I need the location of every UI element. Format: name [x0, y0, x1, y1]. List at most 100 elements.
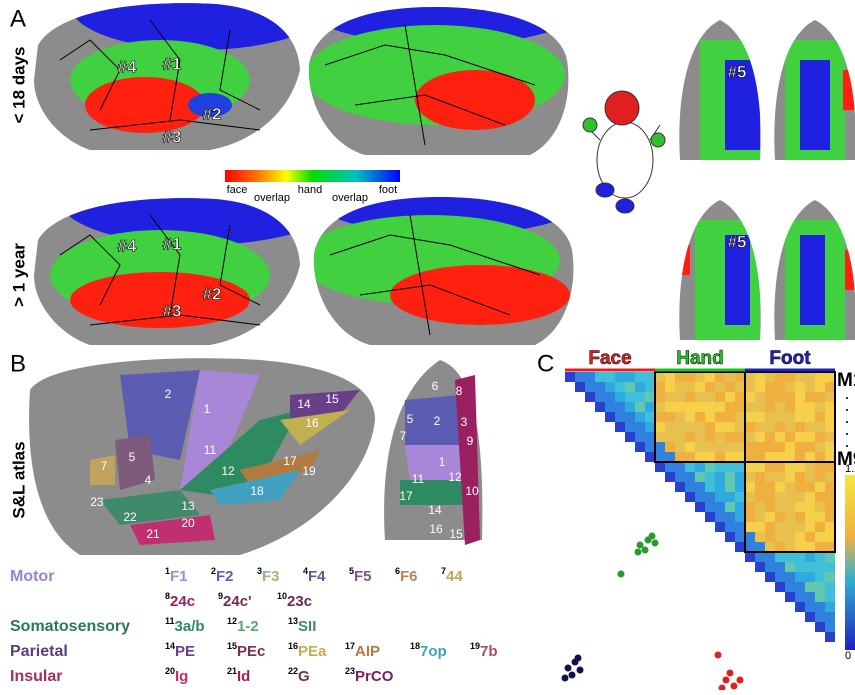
legend-item: 1023c	[277, 591, 312, 610]
panel-label: A	[10, 5, 26, 32]
matrix-cell	[625, 392, 635, 402]
matrix-cell	[705, 382, 715, 392]
colorbar-label: hand	[298, 184, 322, 196]
matrix-cell	[775, 482, 785, 492]
matrix-cell	[705, 482, 715, 492]
matrix-cell	[765, 402, 775, 412]
matrix-cell	[795, 382, 805, 392]
matrix-cell	[665, 462, 675, 472]
item-name: PEa	[298, 643, 327, 660]
matrix-cell	[795, 512, 805, 522]
matrix-cell	[705, 422, 715, 432]
legend-item: 1F1	[165, 566, 188, 585]
matrix-cell	[755, 402, 765, 412]
region-number: 18	[250, 484, 264, 498]
matrix-cell	[615, 412, 625, 422]
matrix-cell	[735, 432, 745, 442]
area-label: #4	[118, 57, 137, 76]
matrix-cell	[645, 392, 655, 402]
item-name: 7b	[480, 643, 498, 660]
item-name: SII	[298, 618, 316, 635]
item-number: 14	[165, 641, 175, 651]
matrix-cell	[605, 382, 615, 392]
matrix-cell	[755, 412, 765, 422]
matrix-cell	[735, 512, 745, 522]
item-number: 1	[165, 566, 170, 576]
matrix-cell	[775, 392, 785, 402]
matrix-cell	[755, 472, 765, 482]
matrix-cell	[625, 422, 635, 432]
matrix-cell	[785, 532, 795, 542]
matrix-cell	[775, 532, 785, 542]
matrix-cell	[805, 592, 815, 602]
item-number: 7	[441, 566, 446, 576]
matrix-cell	[815, 372, 825, 382]
matrix-cell	[765, 572, 775, 582]
colorbar-label: overlap	[332, 192, 368, 204]
matrix-cell	[745, 412, 755, 422]
region-number: 3	[461, 415, 468, 429]
legend-item: 6F6	[395, 566, 418, 585]
matrix-cell	[685, 412, 695, 422]
matrix-cell	[825, 582, 835, 592]
area-label: #1	[163, 234, 182, 253]
matrix-cell	[825, 382, 835, 392]
region-number: 15	[325, 392, 339, 406]
matrix-cell	[815, 422, 825, 432]
legend-item: 197b	[470, 641, 498, 660]
matrix-cell	[735, 502, 745, 512]
item-name: 3a/b	[175, 618, 205, 635]
matrix-cell	[755, 382, 765, 392]
region-number: 7	[101, 459, 108, 473]
matrix-cell	[595, 392, 605, 402]
matrix-cell	[825, 402, 835, 412]
matrix-cell	[735, 412, 745, 422]
matrix-cell	[775, 542, 785, 552]
matrix-cell	[595, 402, 605, 412]
matrix-cell	[635, 412, 645, 422]
matrix-cell	[635, 432, 645, 442]
matrix-cell	[795, 482, 805, 492]
matrix-cell	[795, 412, 805, 422]
matrix-cell	[675, 442, 685, 452]
matrix-cell	[665, 412, 675, 422]
area-label: #2	[203, 104, 222, 123]
row-label: > 1 year	[9, 243, 28, 307]
matrix-cell	[775, 472, 785, 482]
matrix-cell	[765, 532, 775, 542]
matrix-cell	[805, 512, 815, 522]
matrix-cell	[755, 372, 765, 382]
matrix-cell	[675, 402, 685, 412]
atlas-label: S&L atlas	[9, 441, 28, 518]
matrix-cell	[795, 532, 805, 542]
matrix-cell	[755, 562, 765, 572]
matrix-cell	[785, 452, 795, 462]
matrix-cell	[815, 402, 825, 412]
matrix-cell	[695, 412, 705, 422]
matrix-cell	[825, 602, 835, 612]
matrix-cell	[715, 402, 725, 412]
matrix-cell	[785, 512, 795, 522]
matrix-cell	[785, 402, 795, 412]
region-number: 12	[448, 470, 462, 484]
matrix-cell	[715, 462, 725, 472]
matrix-cell	[825, 562, 835, 572]
matrix-cell	[775, 442, 785, 452]
matrix-cell	[585, 392, 595, 402]
region-number: 13	[181, 499, 195, 513]
matrix-cell	[795, 562, 805, 572]
matrix-cell	[815, 622, 825, 632]
matrix-cell	[645, 412, 655, 422]
matrix-cell	[685, 472, 695, 482]
matrix-cell	[785, 442, 795, 452]
matrix-cell	[645, 432, 655, 442]
item-name: 24c	[170, 593, 195, 610]
scatter-clusters	[561, 532, 744, 692]
matrix-cell	[725, 372, 735, 382]
matrix-cell	[795, 402, 805, 412]
legend-item: 13SII	[288, 616, 316, 635]
matrix-cell	[785, 502, 795, 512]
matrix-cell	[805, 502, 815, 512]
matrix-cell	[815, 602, 825, 612]
